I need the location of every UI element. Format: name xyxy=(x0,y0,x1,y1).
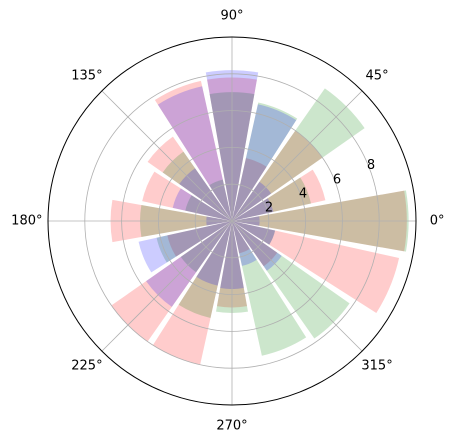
bar-series-2-13 xyxy=(232,221,257,266)
bar-series-1-5 xyxy=(209,179,232,221)
bar-series-2-7 xyxy=(172,188,232,221)
bar-series-0-11 xyxy=(152,221,232,365)
theta-tick-label-6: 270° xyxy=(216,419,247,434)
theta-gridline-5 xyxy=(101,220,233,352)
bar-series-1-3 xyxy=(232,102,298,221)
r-tick-label-3: 8 xyxy=(367,158,375,173)
bar-series-1-11 xyxy=(178,221,232,318)
theta-tick-label-1: 45° xyxy=(366,68,389,83)
theta-tick-label-7: 315° xyxy=(361,359,392,374)
bar-series-2-9 xyxy=(138,221,232,273)
theta-gridline-3 xyxy=(101,90,233,222)
theta-tick-label-2: 90° xyxy=(220,8,243,23)
bar-series-1-9 xyxy=(156,221,232,263)
grid-layer xyxy=(48,37,416,405)
polar-frame xyxy=(47,36,417,406)
bar-series-1-1 xyxy=(232,177,312,221)
theta-tick-label-0: 0° xyxy=(430,214,445,229)
bar-series-0-3 xyxy=(232,158,267,221)
bar-series-2-5 xyxy=(157,86,232,222)
bar-series-0-1 xyxy=(232,169,326,221)
bar-series-0-15 xyxy=(232,221,400,313)
r-tick-label-1: 4 xyxy=(299,186,307,201)
bar-series-1-7 xyxy=(185,195,232,221)
theta-tick-label-3: 135° xyxy=(71,68,102,83)
theta-tick-label-4: 180° xyxy=(11,214,42,229)
bar-series-0-13 xyxy=(232,221,250,254)
theta-gridline-1 xyxy=(231,90,363,222)
theta-gridline-7 xyxy=(231,220,363,352)
bar-series-2-1 xyxy=(232,198,274,221)
bar-series-2-3 xyxy=(232,104,297,221)
bar-series-0-5 xyxy=(154,80,232,221)
r-tick-label-0: 2 xyxy=(265,200,273,215)
labels-layer: 0° 45° 90° 135° 180° 225° 270° 315° 2 4 6 8 xyxy=(11,8,444,433)
bar-series-1-13 xyxy=(232,221,307,356)
theta-tick-label-5: 225° xyxy=(71,359,102,374)
r-tick-label-2: 6 xyxy=(333,172,341,187)
bar-series-0-7 xyxy=(142,171,232,221)
